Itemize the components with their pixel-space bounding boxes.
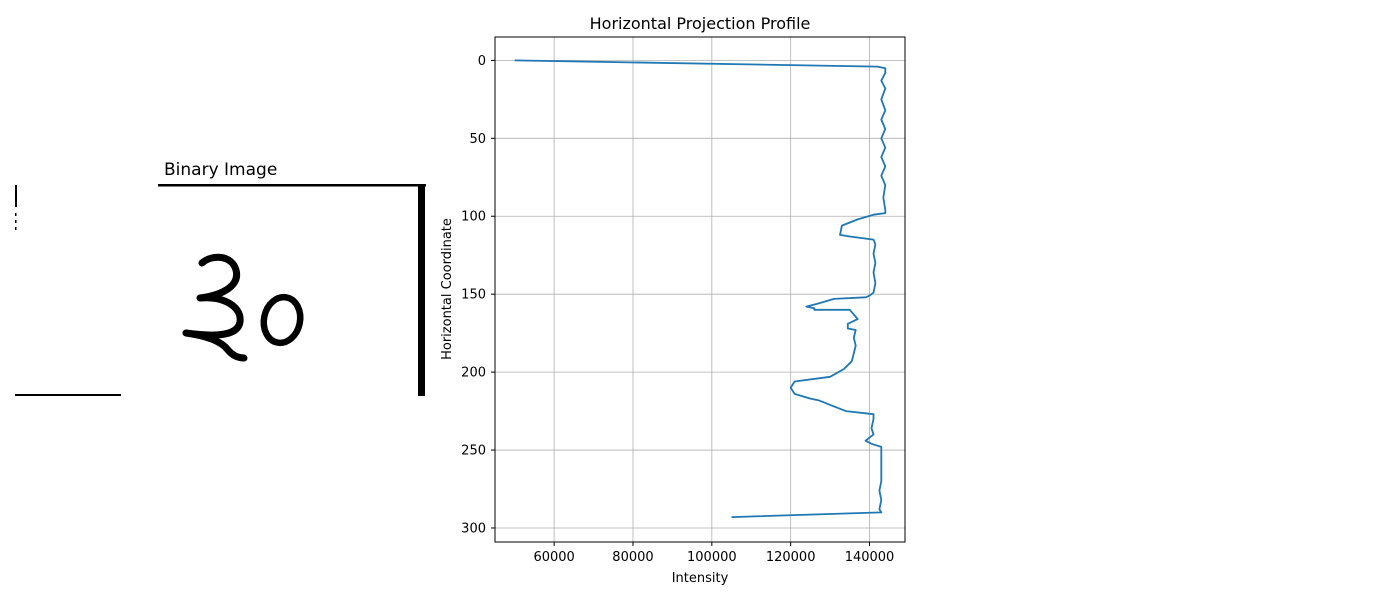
y-tick-label: 0 bbox=[478, 54, 486, 69]
projection-chart: Horizontal Projection Profile 60000 80000… bbox=[440, 14, 906, 586]
y-axis-ticks: 0 50 100 150 200 250 300 bbox=[461, 54, 495, 536]
chart-title: Horizontal Projection Profile bbox=[590, 14, 811, 33]
x-tick-label: 100000 bbox=[687, 550, 737, 565]
binary-image-panel: Binary Image bbox=[15, 160, 426, 396]
y-tick-label: 100 bbox=[461, 210, 486, 225]
y-tick-label: 150 bbox=[461, 288, 486, 303]
image-left-mark bbox=[15, 185, 17, 207]
y-tick-label: 250 bbox=[461, 444, 486, 459]
image-bottom-line bbox=[15, 394, 121, 396]
y-tick-label: 50 bbox=[469, 132, 486, 147]
image-left-dot bbox=[15, 213, 17, 216]
x-tick-label: 60000 bbox=[533, 550, 574, 565]
x-tick-label: 120000 bbox=[766, 550, 816, 565]
image-right-border bbox=[418, 184, 425, 396]
x-axis-ticks: 60000 80000 100000 120000 140000 bbox=[533, 542, 894, 565]
handwritten-digit-3 bbox=[182, 253, 248, 362]
binary-image-title: Binary Image bbox=[164, 160, 277, 180]
image-left-dot bbox=[15, 227, 17, 230]
series-line-projection-profile bbox=[514, 59, 887, 518]
x-axis-label: Intensity bbox=[672, 571, 729, 586]
binary-image bbox=[15, 184, 426, 396]
handwritten-digit-0 bbox=[260, 293, 304, 347]
grid bbox=[495, 37, 905, 542]
y-tick-label: 300 bbox=[461, 521, 486, 536]
y-tick-label: 200 bbox=[461, 366, 486, 381]
x-tick-label: 140000 bbox=[845, 550, 895, 565]
x-tick-label: 80000 bbox=[612, 550, 653, 565]
image-top-border bbox=[158, 184, 426, 187]
image-left-dot bbox=[15, 220, 17, 223]
y-axis-label: Horizontal Coordinate bbox=[440, 218, 455, 360]
plot-frame bbox=[494, 36, 906, 543]
